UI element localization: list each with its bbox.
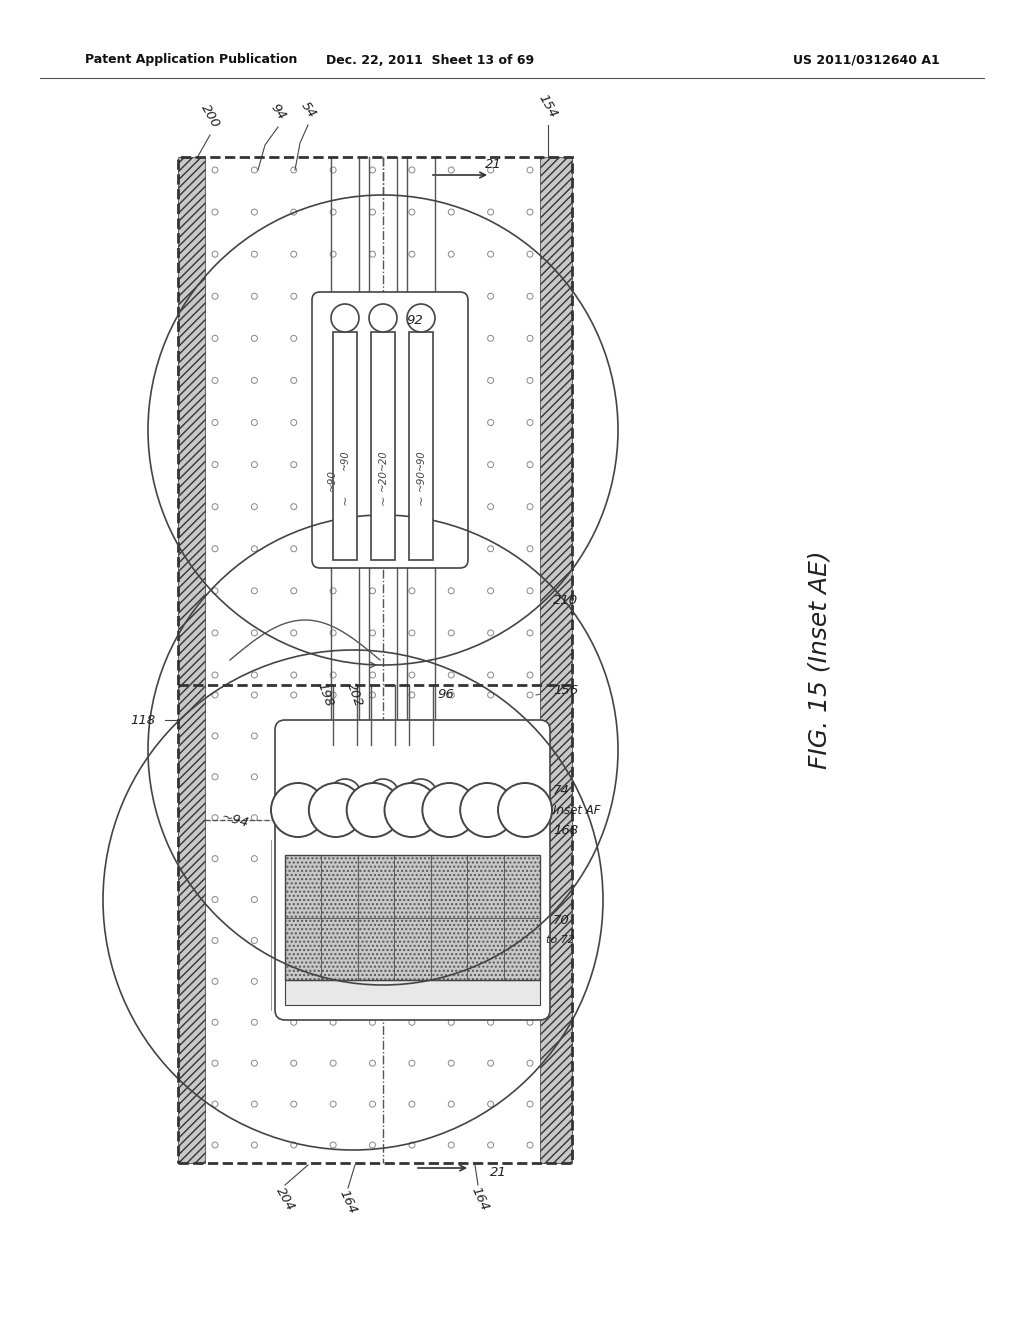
Text: ~94: ~94 — [220, 810, 250, 830]
Circle shape — [422, 783, 476, 837]
Text: US 2011/0312640 A1: US 2011/0312640 A1 — [794, 54, 940, 66]
Bar — [394, 917, 431, 979]
Circle shape — [331, 304, 359, 333]
Text: 70: 70 — [553, 913, 569, 927]
FancyBboxPatch shape — [275, 719, 550, 1020]
Bar — [467, 917, 504, 979]
Text: 21: 21 — [490, 1166, 507, 1179]
Bar — [431, 855, 467, 917]
Text: 202: 202 — [345, 681, 366, 709]
Text: 164: 164 — [469, 1185, 492, 1213]
Text: 54: 54 — [298, 99, 318, 120]
Text: 74: 74 — [553, 784, 569, 796]
Bar — [504, 917, 540, 979]
Text: 94: 94 — [268, 100, 288, 121]
Bar — [178, 157, 572, 1163]
Text: Inset AF: Inset AF — [553, 804, 600, 817]
Bar — [322, 855, 357, 917]
Text: 198: 198 — [314, 681, 336, 709]
Text: 21: 21 — [485, 158, 502, 172]
Text: ~: ~ — [415, 495, 427, 506]
Text: 154: 154 — [537, 92, 560, 120]
Text: 168: 168 — [553, 824, 579, 837]
Text: 204: 204 — [273, 1185, 297, 1213]
Text: ~: ~ — [377, 495, 389, 506]
Circle shape — [498, 783, 552, 837]
Text: to 72: to 72 — [546, 935, 574, 945]
Text: 200: 200 — [198, 102, 222, 129]
Circle shape — [309, 783, 362, 837]
Bar — [394, 855, 431, 917]
Circle shape — [347, 783, 400, 837]
Text: ~90: ~90 — [416, 450, 426, 470]
Text: ~90: ~90 — [327, 469, 337, 491]
Circle shape — [369, 304, 397, 333]
Circle shape — [406, 779, 437, 810]
Circle shape — [384, 783, 438, 837]
Bar — [285, 979, 540, 1005]
Text: 164: 164 — [337, 1188, 359, 1216]
FancyBboxPatch shape — [312, 292, 468, 568]
Bar — [504, 855, 540, 917]
Text: ~20: ~20 — [378, 469, 388, 491]
Circle shape — [271, 783, 325, 837]
Bar — [285, 855, 540, 979]
Text: 118: 118 — [130, 714, 155, 726]
Circle shape — [407, 304, 435, 333]
Bar — [357, 855, 394, 917]
Bar — [371, 333, 395, 560]
Text: ~: ~ — [339, 495, 351, 506]
Bar — [322, 917, 357, 979]
Text: 156: 156 — [553, 684, 579, 697]
Text: Dec. 22, 2011  Sheet 13 of 69: Dec. 22, 2011 Sheet 13 of 69 — [326, 54, 535, 66]
Circle shape — [329, 779, 361, 810]
Text: ~90: ~90 — [416, 469, 426, 491]
Bar — [178, 157, 205, 1163]
Bar — [357, 917, 394, 979]
Text: 96: 96 — [437, 689, 455, 701]
Text: 92: 92 — [407, 314, 423, 326]
Bar — [467, 855, 504, 917]
Text: ~20: ~20 — [378, 450, 388, 470]
Circle shape — [367, 779, 399, 810]
Bar — [431, 917, 467, 979]
Bar — [409, 333, 433, 560]
Bar — [540, 157, 572, 1163]
Text: ~90: ~90 — [340, 450, 350, 470]
Bar — [333, 333, 357, 560]
Text: 210: 210 — [553, 594, 579, 606]
Bar — [285, 855, 322, 917]
Text: Patent Application Publication: Patent Application Publication — [85, 54, 297, 66]
Bar — [285, 917, 322, 979]
Text: FIG. 15 (Inset AE): FIG. 15 (Inset AE) — [808, 550, 831, 770]
Circle shape — [460, 783, 514, 837]
